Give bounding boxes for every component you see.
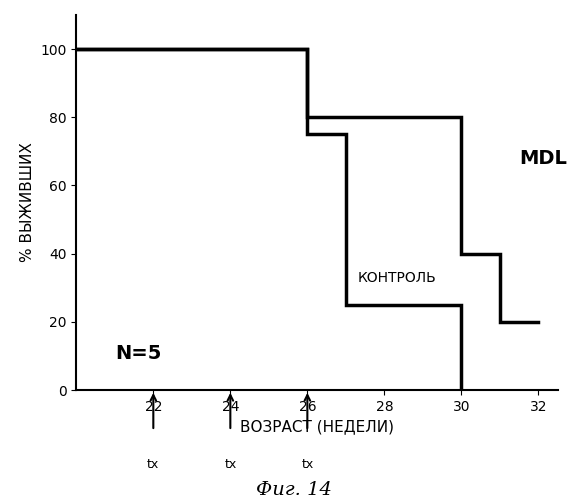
Text: tx: tx — [224, 458, 237, 471]
Text: КОНТРОЛЬ: КОНТРОЛЬ — [357, 270, 436, 284]
Text: MDL: MDL — [519, 148, 567, 168]
Text: Фиг. 14: Фиг. 14 — [255, 481, 332, 499]
Text: N=5: N=5 — [115, 344, 161, 362]
Text: tx: tx — [301, 458, 313, 471]
Y-axis label: % ВЫЖИВШИХ: % ВЫЖИВШИХ — [19, 142, 35, 262]
Text: tx: tx — [147, 458, 160, 471]
X-axis label: ВОЗРАСТ (НЕДЕЛИ): ВОЗРАСТ (НЕДЕЛИ) — [240, 420, 394, 434]
